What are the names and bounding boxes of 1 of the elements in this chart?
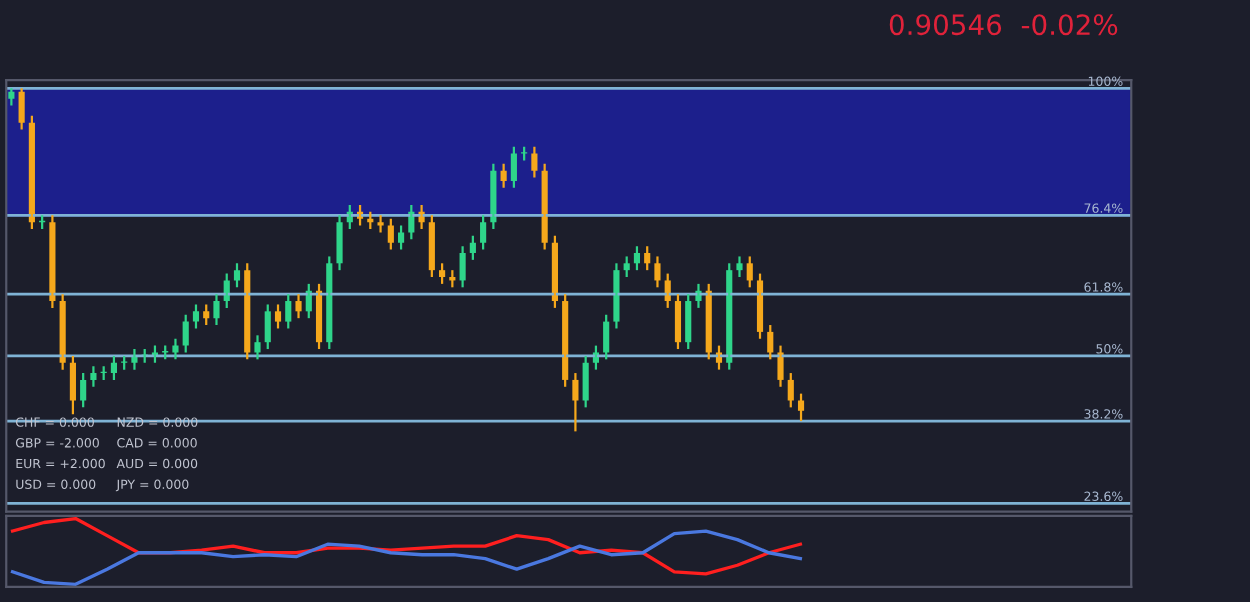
text: 0.90546 -0.02%: [889, 14, 1118, 36]
